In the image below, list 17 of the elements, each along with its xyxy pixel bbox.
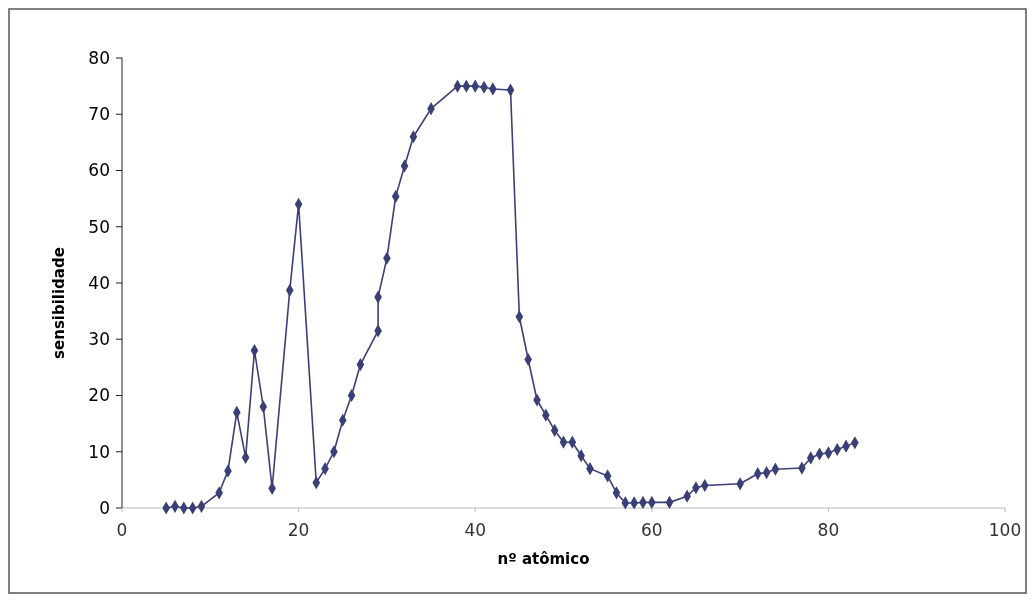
- x-tick-label: 60: [640, 520, 663, 540]
- x-tick-label: 20: [287, 520, 310, 540]
- y-tick-label: 30: [88, 329, 110, 350]
- x-tick-label: 0: [116, 520, 128, 540]
- y-tick-label: 20: [88, 385, 110, 406]
- y-tick-label: 70: [88, 104, 110, 125]
- x-tick-label: 100: [988, 520, 1022, 540]
- y-axis-title: sensibilidade: [50, 247, 68, 359]
- y-tick-label: 60: [88, 160, 110, 181]
- x-axis-title: nº atômico: [497, 550, 590, 568]
- y-tick-label: 10: [88, 441, 110, 462]
- y-tick-label: 50: [88, 216, 110, 237]
- x-tick-label: 80: [817, 520, 840, 540]
- y-tick-label: 40: [88, 272, 110, 293]
- y-tick-label: 80: [88, 47, 110, 68]
- y-tick-label: 0: [99, 497, 110, 518]
- x-tick-label: 40: [464, 520, 487, 540]
